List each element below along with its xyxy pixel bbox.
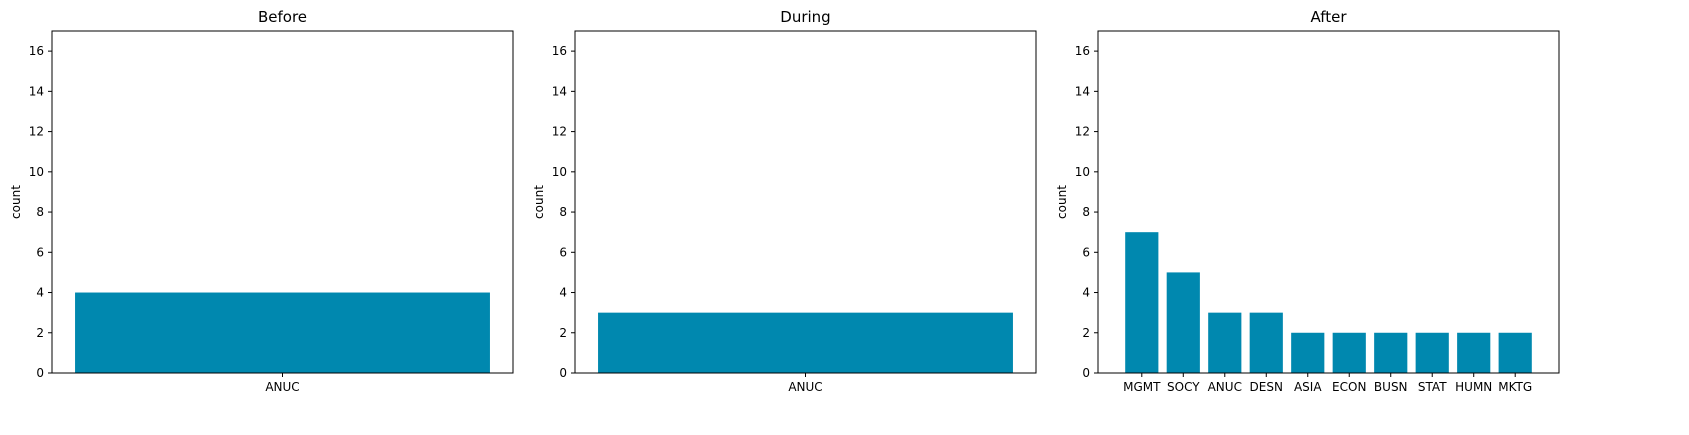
y-tick-label: 0	[559, 366, 567, 380]
x-tick-label: STAT	[1418, 380, 1447, 394]
chart-title: After	[1310, 8, 1347, 26]
x-tick-label: MGMT	[1123, 380, 1161, 394]
x-tick-label: ANUC	[265, 380, 299, 394]
y-tick-label: 6	[1082, 245, 1090, 259]
y-tick-label: 2	[1082, 326, 1090, 340]
axes-frame	[1097, 30, 1560, 374]
axes-frame	[574, 30, 1037, 374]
y-tick-label: 10	[29, 165, 44, 179]
y-tick-label: 14	[29, 84, 44, 98]
axes-frame	[51, 30, 514, 374]
y-tick-label: 16	[29, 44, 44, 58]
x-tick-label: HUMN	[1455, 380, 1492, 394]
x-tick-label: ANUC	[1208, 380, 1242, 394]
chart-panel-before: ANUC 0 2 4 6 8 10 12 14 16 Before count	[9, 8, 514, 394]
x-tick-label: MKTG	[1498, 380, 1532, 394]
y-tick-label: 12	[29, 125, 44, 139]
bar-after-anuc	[1208, 312, 1242, 373]
y-axis-label: count	[1055, 185, 1069, 219]
y-tick-label: 4	[36, 286, 44, 300]
x-tick-label: ANUC	[788, 380, 822, 394]
bar-after-socy	[1166, 272, 1200, 373]
bar-after-mktg	[1498, 332, 1532, 373]
y-tick-label: 12	[552, 125, 567, 139]
y-tick-label: 16	[1075, 44, 1090, 58]
y-axis-label: count	[9, 185, 23, 219]
bar-after-humn	[1457, 332, 1491, 373]
x-tick-label: ECON	[1332, 380, 1366, 394]
y-tick-label: 14	[1075, 84, 1090, 98]
x-tick-label: SOCY	[1167, 380, 1200, 394]
bar-after-asia	[1291, 332, 1325, 373]
y-tick-label: 4	[559, 286, 567, 300]
y-tick-label: 8	[559, 205, 567, 219]
y-tick-label: 14	[552, 84, 567, 98]
y-tick-label: 8	[1082, 205, 1090, 219]
bar-during-anuc	[598, 312, 1013, 373]
y-tick-label: 0	[36, 366, 44, 380]
x-tick-label: BUSN	[1374, 380, 1408, 394]
chart-panel-after: MGMT SOCY ANUC DESN ASIA ECON BUSN STAT HUMN MKTG…	[1055, 8, 1560, 394]
y-axis-label: count	[532, 185, 546, 219]
y-tick-label: 6	[36, 245, 44, 259]
bar-before-anuc	[75, 292, 490, 373]
y-tick-label: 4	[1082, 286, 1090, 300]
y-tick-label: 12	[1075, 125, 1090, 139]
y-tick-label: 0	[1082, 366, 1090, 380]
chart-title: During	[780, 8, 830, 26]
y-tick-label: 16	[552, 44, 567, 58]
chart-panel-during: ANUC 0 2 4 6 8 10 12 14 16 During count	[532, 8, 1037, 394]
bar-after-stat	[1415, 332, 1449, 373]
bar-after-desn	[1249, 312, 1283, 373]
x-tick-label: ASIA	[1294, 380, 1322, 394]
bar-after-busn	[1374, 332, 1408, 373]
y-tick-label: 10	[552, 165, 567, 179]
chart-title: Before	[258, 8, 307, 26]
y-tick-label: 2	[36, 326, 44, 340]
y-tick-label: 10	[1075, 165, 1090, 179]
y-tick-label: 2	[559, 326, 567, 340]
x-tick-label: DESN	[1250, 380, 1283, 394]
y-tick-label: 6	[559, 245, 567, 259]
bar-after-mgmt	[1125, 232, 1159, 373]
bar-after-econ	[1332, 332, 1366, 373]
y-tick-label: 8	[36, 205, 44, 219]
